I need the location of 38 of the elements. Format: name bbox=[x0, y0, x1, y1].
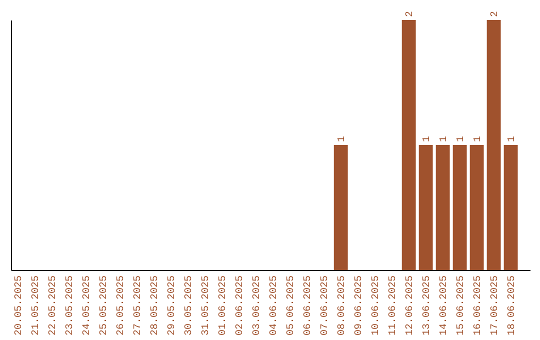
data-label: 2 bbox=[490, 10, 501, 17]
x-tick-label: 11.06.2025 bbox=[388, 276, 399, 336]
data-label: 1 bbox=[472, 136, 484, 142]
x-tick-label: 18.06.2025 bbox=[506, 276, 518, 336]
data-label: 1 bbox=[438, 136, 450, 142]
x-tick-label: 08.06.2025 bbox=[336, 276, 348, 336]
x-tick-label: 21.05.2025 bbox=[30, 276, 42, 336]
data-label: 1 bbox=[336, 136, 348, 142]
x-tick-label: 29.05.2025 bbox=[166, 276, 178, 336]
x-tick-label: 26.05.2025 bbox=[116, 276, 127, 336]
x-tick-label: 16.06.2025 bbox=[472, 276, 484, 336]
x-tick-label: 07.06.2025 bbox=[320, 276, 331, 336]
data-label: 1 bbox=[422, 136, 433, 142]
data-label: 1 bbox=[506, 136, 518, 142]
x-tick-label: 06.06.2025 bbox=[302, 276, 314, 336]
x-tick-label: 12.06.2025 bbox=[404, 276, 416, 336]
x-tick-label: 13.06.2025 bbox=[422, 276, 433, 336]
x-tick-label: 05.06.2025 bbox=[286, 276, 297, 336]
x-tick-label: 14.06.2025 bbox=[438, 276, 450, 336]
x-tick-label: 25.05.2025 bbox=[98, 276, 110, 336]
x-tick-label: 15.06.2025 bbox=[456, 276, 467, 336]
data-label: 2 bbox=[404, 10, 416, 17]
x-tick-label: 27.05.2025 bbox=[132, 276, 144, 336]
x-tick-label: 24.05.2025 bbox=[82, 276, 93, 336]
x-tick-label: 02.06.2025 bbox=[234, 276, 246, 336]
x-tick-label: 01.06.2025 bbox=[218, 276, 229, 336]
x-tick-label: 17.06.2025 bbox=[490, 276, 501, 336]
x-tick-label: 31.05.2025 bbox=[200, 276, 212, 336]
data-label: 1 bbox=[456, 136, 467, 142]
x-tick-label: 04.06.2025 bbox=[268, 276, 280, 336]
x-tick-label: 23.05.2025 bbox=[64, 276, 76, 336]
x-tick-label: 22.05.2025 bbox=[48, 276, 59, 336]
x-tick-label: 10.06.2025 bbox=[370, 276, 382, 336]
x-tick-label: 20.05.2025 bbox=[14, 276, 25, 336]
x-tick-label: 09.06.2025 bbox=[354, 276, 365, 336]
x-tick-label: 30.05.2025 bbox=[184, 276, 195, 336]
x-tick-label: 03.06.2025 bbox=[252, 276, 263, 336]
x-tick-label: 28.05.2025 bbox=[150, 276, 161, 336]
